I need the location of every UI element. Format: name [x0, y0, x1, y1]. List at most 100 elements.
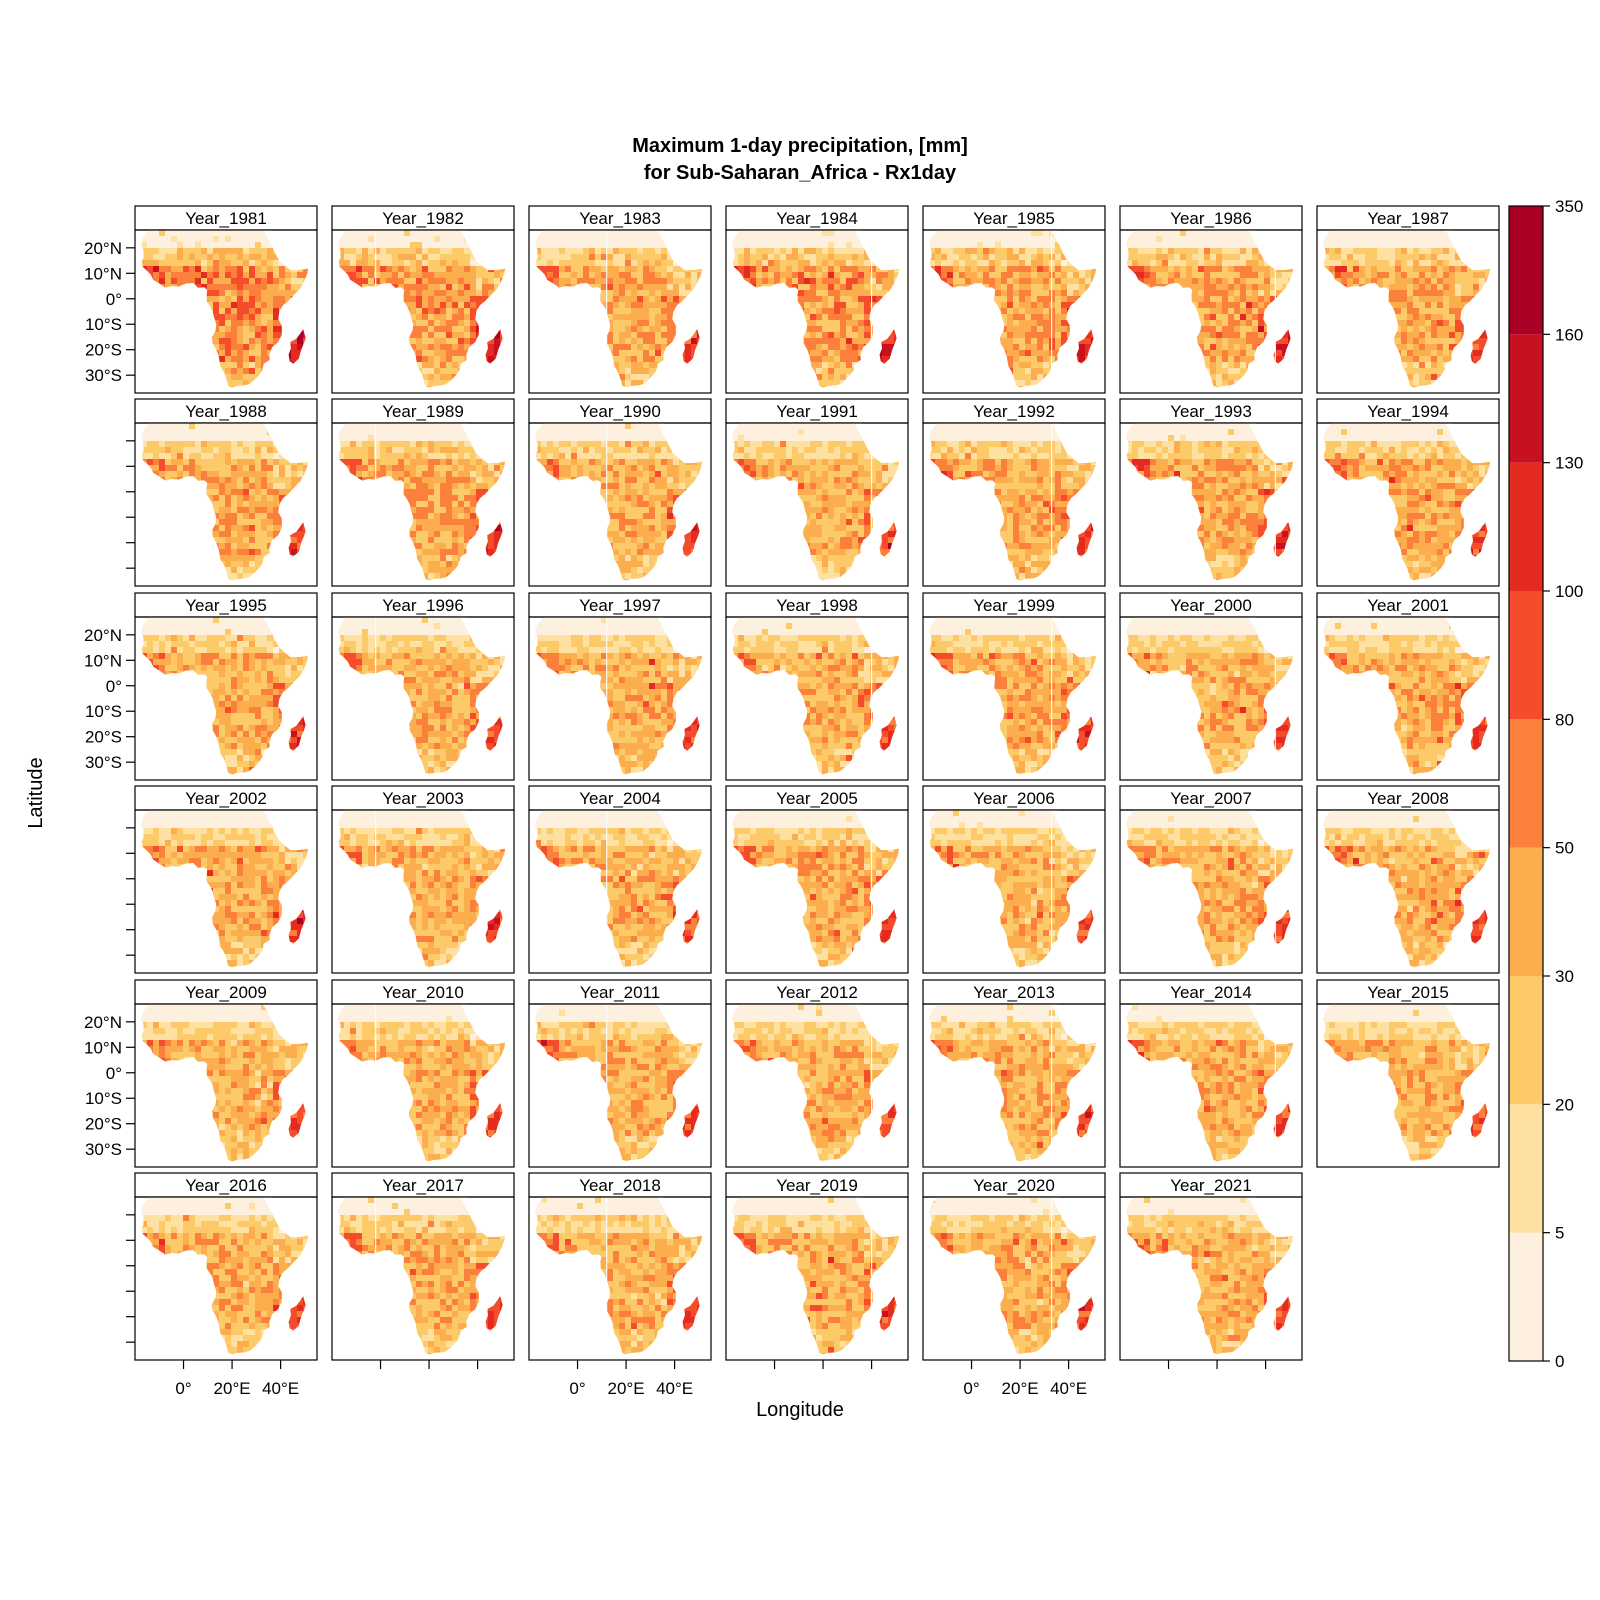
- map-panel: Year_2013: [922, 979, 1106, 1168]
- red-sea: [459, 1004, 486, 1042]
- x-tick-label: 20°E: [608, 1379, 645, 1398]
- panel-strip: [134, 398, 318, 424]
- precipitation-raster: [535, 423, 702, 581]
- panel-year-label: Year_2007: [1170, 789, 1252, 808]
- panel-strip: [1119, 785, 1303, 811]
- panel-year-label: Year_2016: [185, 1176, 267, 1195]
- red-sea: [853, 1197, 880, 1235]
- panel-frame: [725, 616, 909, 781]
- panel-strip: [922, 979, 1106, 1005]
- panel-strip: [922, 1172, 1106, 1198]
- panel-frame: [922, 1196, 1106, 1361]
- y-tick-label: 30°S: [85, 1140, 122, 1159]
- y-tick-label: 0°: [106, 1064, 122, 1083]
- panel-frame: [134, 809, 318, 974]
- panel-year-label: Year_2019: [776, 1176, 858, 1195]
- panel-strip: [1119, 205, 1303, 231]
- panel-year-label: Year_1985: [973, 209, 1055, 228]
- panel-year-label: Year_2003: [382, 789, 464, 808]
- y-tick-label: 10°S: [85, 1089, 122, 1108]
- panel-year-label: Year_2005: [776, 789, 858, 808]
- map-panel: Year_1993: [1119, 398, 1303, 587]
- map-panel: Year_2016: [134, 1172, 318, 1361]
- panel-frame: [1316, 422, 1500, 587]
- precipitation-raster: [732, 230, 899, 388]
- panel-frame: [1316, 1003, 1500, 1168]
- precipitation-raster: [338, 1197, 505, 1355]
- panel-year-label: Year_2000: [1170, 596, 1252, 615]
- panel-strip: [725, 398, 909, 424]
- map-panel: Year_1990: [528, 398, 712, 587]
- panel-frame: [331, 1196, 515, 1361]
- red-sea: [656, 230, 683, 268]
- x-tick-label: 0°: [569, 1379, 585, 1398]
- panel-strip: [1119, 1172, 1303, 1198]
- panel-strip: [331, 592, 515, 618]
- colorbar-tick-label: 5: [1555, 1224, 1564, 1243]
- y-tick-label: 20°S: [85, 341, 122, 360]
- red-sea: [1247, 1197, 1274, 1235]
- panel-year-label: Year_2008: [1367, 789, 1449, 808]
- panel-frame: [922, 809, 1106, 974]
- panel-frame: [1119, 1196, 1303, 1361]
- panel-year-label: Year_1997: [579, 596, 661, 615]
- map-panel: Year_2017: [331, 1172, 515, 1361]
- panel-year-label: Year_2006: [973, 789, 1055, 808]
- y-tick-label: 20°N: [84, 626, 122, 645]
- panel-axes: 20°N 10°N 0° 10°S 20°S 30°S 20°N 10°N 0° 10°S 20°S…: [84, 239, 1267, 1398]
- y-tick-label: 20°N: [84, 239, 122, 258]
- map-panel: Year_2019: [725, 1172, 909, 1361]
- precipitation-raster: [535, 617, 702, 775]
- map-panel: Year_1984: [725, 205, 909, 394]
- red-sea: [459, 423, 486, 461]
- colorbar-tick-label: 20: [1555, 1095, 1574, 1114]
- y-axis-label: Latitude: [25, 757, 47, 828]
- colorbar-tick-label: 100: [1555, 582, 1583, 601]
- panel-strip: [331, 785, 515, 811]
- panel-year-label: Year_2011: [580, 983, 660, 1002]
- panel-frame: [922, 1003, 1106, 1168]
- y-tick-label: 20°N: [84, 1013, 122, 1032]
- panel-year-label: Year_1998: [776, 596, 858, 615]
- precipitation-raster: [338, 423, 505, 581]
- precipitation-raster: [141, 230, 308, 388]
- panel-year-label: Year_1984: [776, 209, 858, 228]
- chart-subtitle: for Sub-Saharan_Africa - Rx1day: [644, 162, 957, 184]
- red-sea: [853, 810, 880, 848]
- panel-year-label: Year_1994: [1367, 402, 1449, 421]
- precipitation-raster: [929, 1197, 1096, 1355]
- map-panel: Year_1987: [1316, 205, 1500, 394]
- panel-frame: [331, 422, 515, 587]
- colorbar-tick-label: 350: [1555, 197, 1583, 216]
- map-panel: Year_2008: [1316, 785, 1500, 974]
- panel-frame: [134, 422, 318, 587]
- red-sea: [1247, 1004, 1274, 1042]
- panel-year-label: Year_1995: [185, 596, 267, 615]
- precipitation-raster: [535, 810, 702, 968]
- map-panel: Year_1991: [725, 398, 909, 587]
- map-panel: Year_2006: [922, 785, 1106, 974]
- panel-year-label: Year_1992: [973, 402, 1055, 421]
- precipitation-raster: [141, 617, 308, 775]
- red-sea: [656, 1004, 683, 1042]
- x-tick-label: 20°E: [1002, 1379, 1039, 1398]
- panel-strip: [1316, 205, 1500, 231]
- precipitation-raster: [141, 810, 308, 968]
- panel-frame: [1119, 1003, 1303, 1168]
- x-axis-label: Longitude: [756, 1399, 844, 1421]
- red-sea: [656, 423, 683, 461]
- colorbar-segment: [1509, 462, 1543, 591]
- panel-year-label: Year_1999: [973, 596, 1055, 615]
- panel-frame: [331, 229, 515, 394]
- panel-frame: [134, 1196, 318, 1361]
- panel-strip: [725, 979, 909, 1005]
- colorbar-tick-label: 0: [1555, 1352, 1564, 1371]
- colorbar-tick-label: 30: [1555, 967, 1574, 986]
- red-sea: [656, 810, 683, 848]
- colorbar-segment: [1509, 719, 1543, 848]
- map-panel: Year_1992: [922, 398, 1106, 587]
- panel-strip: [134, 979, 318, 1005]
- precipitation-raster: [1126, 617, 1293, 775]
- colorbar-segment: [1509, 976, 1543, 1105]
- map-panel: Year_1981: [134, 205, 318, 394]
